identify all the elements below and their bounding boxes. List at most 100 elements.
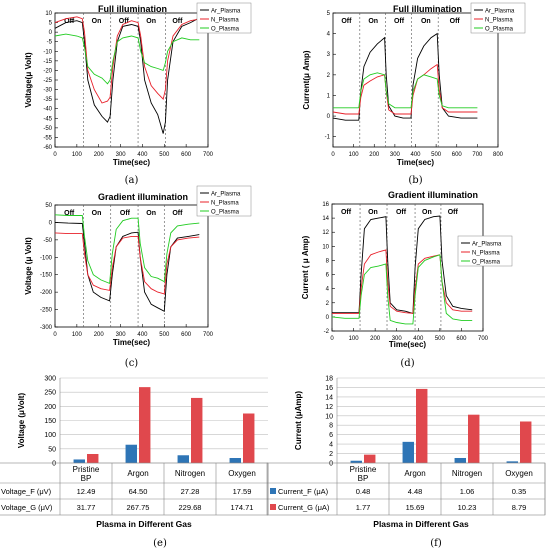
legend: Ar_Plasma N_Plasma O_Plasma	[457, 235, 513, 267]
x-tick-label: 300	[392, 336, 403, 342]
legend: Ar_Plasma N_Plasma O_Plasma	[196, 185, 252, 217]
y-tick-label: 12	[325, 404, 333, 411]
x-tick-label: 400	[413, 336, 424, 342]
y-tick-label: 16	[325, 385, 333, 392]
legend-label: Current_F (μA)	[278, 487, 329, 496]
x-tick-label: 0	[331, 152, 335, 158]
y-tick-label: -15	[43, 59, 52, 65]
y-tick-label: -300	[40, 325, 53, 331]
category-label: Pristine	[73, 465, 100, 474]
y-tick-label: -20	[43, 68, 52, 74]
data-value: 10.23	[458, 503, 477, 512]
panel-caption: (d)	[400, 358, 414, 369]
x-tick-label: 200	[94, 152, 105, 158]
x-tick-label: 600	[456, 336, 467, 342]
category-label: Oxygen	[505, 469, 533, 478]
series-line-ar-plasma	[332, 32, 478, 121]
x-tick-label: 700	[203, 152, 214, 158]
y-axis-label: Current ( μ Amp)	[301, 235, 310, 299]
y-tick-label: 6	[329, 432, 333, 439]
y-tick-label: 0	[326, 315, 330, 321]
y-tick-label: 8	[326, 258, 330, 264]
x-tick-label: 800	[493, 152, 504, 158]
onoff-label: On	[92, 210, 102, 217]
series-line-ar-plasma	[332, 215, 473, 314]
x-tick-label: 400	[410, 152, 421, 158]
y-tick-label: -25	[43, 78, 52, 84]
x-axis-label: Time(sec)	[389, 340, 427, 349]
x-tick-label: 500	[159, 332, 170, 338]
x-tick-label: 600	[181, 332, 192, 338]
y-tick-label: 100	[44, 432, 56, 439]
onoff-label: On	[146, 210, 156, 217]
y-tick-label: 1	[327, 93, 331, 99]
series-line-o-plasma	[333, 72, 478, 109]
x-axis-label: Plasma in Different Gas	[373, 519, 469, 529]
x-tick-label: 200	[369, 152, 380, 158]
x-tick-label: 500	[431, 152, 442, 158]
y-tick-label: 8	[329, 423, 333, 430]
category-label: Pristine	[350, 465, 377, 474]
series-line-o-plasma	[54, 33, 200, 85]
y-tick-label: 150	[44, 418, 56, 425]
data-value: 0.48	[356, 487, 371, 496]
data-value: 174.71	[231, 503, 254, 512]
chart-title: Full illumination	[98, 4, 167, 14]
onoff-label: Off	[394, 18, 405, 25]
legend-label: N_Plasma	[211, 201, 239, 207]
legend-swatch	[270, 504, 276, 510]
data-value: 17.59	[233, 487, 252, 496]
y-tick-label: -45	[43, 116, 52, 122]
onoff-label: On	[421, 18, 431, 25]
y-tick-label: -100	[40, 255, 53, 261]
onoff-label: On	[146, 18, 156, 25]
bar-g	[364, 454, 376, 463]
chart-title: Gradient illumination	[98, 192, 188, 202]
x-axis-label: Time(sec)	[397, 158, 435, 167]
bar-g	[468, 414, 480, 463]
y-tick-label: 5	[327, 11, 331, 17]
y-tick-label: -35	[43, 97, 52, 103]
x-axis-label: Plasma in Different Gas	[96, 519, 192, 529]
y-tick-label: -60	[43, 145, 52, 151]
y-tick-label: -2	[324, 329, 330, 335]
y-tick-label: -1	[325, 135, 331, 141]
x-tick-label: 400	[137, 152, 148, 158]
data-value: 15.69	[406, 503, 425, 512]
onoff-label: Off	[64, 18, 75, 25]
category-label: BP	[358, 474, 369, 483]
y-tick-label: 10	[322, 244, 329, 250]
x-tick-label: 100	[72, 152, 83, 158]
y-tick-label: 300	[44, 376, 56, 383]
onoff-label: Off	[120, 210, 131, 217]
y-tick-label: 2	[329, 451, 333, 458]
y-tick-label: 10	[325, 413, 333, 420]
y-tick-label: 4	[327, 32, 331, 38]
data-value: 4.48	[408, 487, 423, 496]
y-tick-label: 250	[44, 390, 56, 397]
category-label: Argon	[127, 469, 148, 478]
series-line-o-plasma	[331, 254, 473, 325]
x-tick-label: 0	[53, 332, 57, 338]
x-axis-label: Time(sec)	[113, 338, 151, 347]
series-line-ar-plasma	[54, 221, 200, 313]
x-axis-label: Time(sec)	[113, 158, 151, 167]
series-line-n-plasma	[54, 16, 202, 104]
plot-frame	[54, 204, 209, 328]
legend-label: Ar_Plasma	[472, 242, 502, 248]
y-tick-label: 5	[49, 21, 53, 27]
onoff-label: Off	[64, 210, 75, 217]
y-axis-label: Current(μ Amp)	[302, 50, 311, 109]
panel-caption: (e)	[153, 538, 167, 549]
x-tick-label: 200	[370, 336, 381, 342]
y-axis-label: Voltage(μ Volt)	[24, 52, 33, 108]
bar-f	[350, 460, 362, 463]
category-label: Nitrogen	[452, 469, 482, 478]
legend-label: Ar_Plasma	[485, 9, 515, 15]
onoff-label: On	[422, 209, 432, 216]
onoff-label: Off	[448, 209, 459, 216]
y-tick-label: 2	[327, 73, 331, 79]
y-tick-label: -55	[43, 135, 52, 141]
